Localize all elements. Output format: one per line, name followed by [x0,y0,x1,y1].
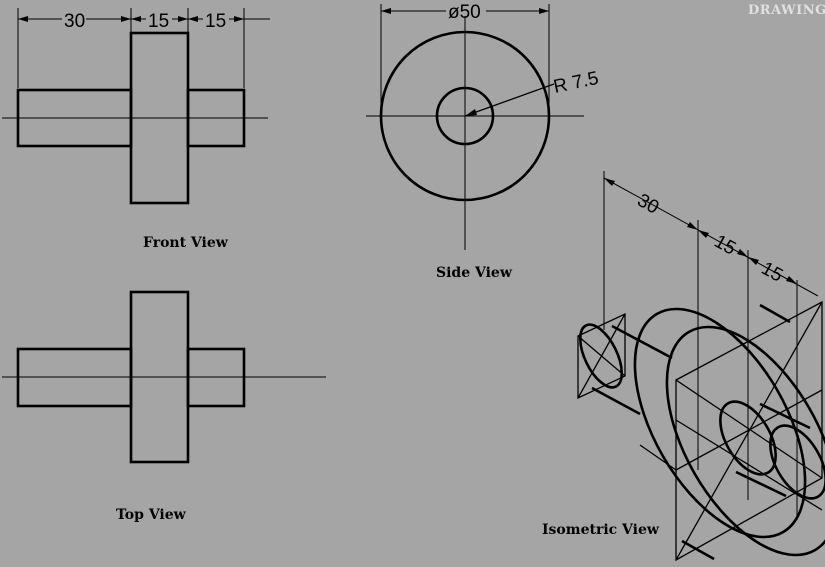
side-diameter-label: ø50 [448,2,481,23]
front-dim-arrow [178,16,188,22]
iso-right-shaft-edge [735,470,787,498]
iso-construction-line [675,301,823,561]
drawing-title: DRAWING 3 [748,3,825,18]
iso-dim-arrow [737,249,748,257]
iso-left-shaft-edge [591,386,641,416]
iso-right-shaft-edge [759,402,811,430]
iso-dim-15-shaft: 15 [758,258,787,287]
iso-bore-circle [719,400,777,476]
side-radius-label: R 7.5 [552,68,601,98]
iso-right-shaft-end [769,424,825,500]
top-right-shaft [186,347,246,408]
iso-dim-arrow [687,222,698,230]
iso-hub-back-face [633,307,807,539]
top-view-caption: Top View [116,507,187,523]
isometric-view-caption: Isometric View [542,522,660,538]
iso-left-shaft-end [578,323,624,389]
iso-dim-arrow [748,257,759,265]
side-view-caption: Side View [436,265,513,281]
side-dim-arrow [381,8,391,14]
iso-construction-line [675,379,823,479]
front-dim-arrow [234,16,244,22]
iso-hub-bottom-edge [681,539,715,561]
side-radius-arrow [465,109,477,116]
front-dim-arrow [18,16,28,22]
front-dim-arrow [188,16,198,22]
side-view: ø50 R 7.5 Side View [366,2,600,281]
front-view-caption: Front View [143,235,229,251]
front-view: 30 15 15 Front View [2,8,270,251]
side-outer-circle [379,30,551,202]
side-inner-circle [435,86,495,146]
iso-construction-line [675,389,823,471]
iso-dim-30: 30 [634,190,663,219]
front-dim-arrow [131,16,141,22]
top-view: Top View [2,290,326,523]
side-dim-arrow [539,8,549,14]
side-radius-leader [464,83,555,117]
front-right-shaft [186,88,246,148]
iso-hub-top-edge [759,303,791,324]
isometric-view: 30 15 15 Isometric View [542,171,825,562]
front-dim-30: 30 [64,11,85,32]
front-dim-15-shaft: 15 [205,11,226,32]
iso-dim-15-hub: 15 [711,231,740,260]
front-dim-arrow [121,16,131,22]
iso-left-shaft-edge [611,324,673,360]
iso-dimension-line [603,177,819,297]
iso-dim-arrow [786,276,797,284]
front-dim-15-hub: 15 [148,11,169,32]
iso-hub-front-face [665,325,825,557]
iso-dim-arrow [698,230,709,238]
iso-dim-arrow [604,178,615,186]
